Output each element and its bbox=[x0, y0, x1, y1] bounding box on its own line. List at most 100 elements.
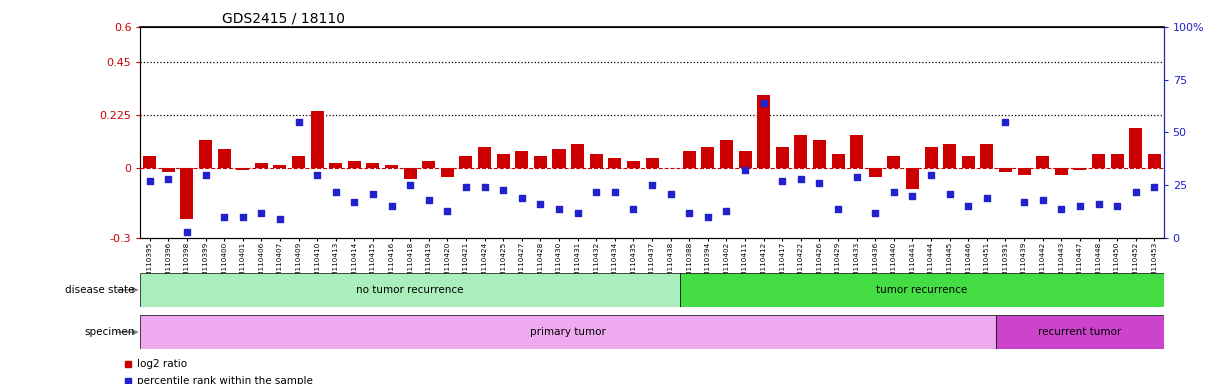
Point bbox=[215, 214, 234, 220]
Point bbox=[568, 210, 587, 216]
Point bbox=[717, 207, 736, 214]
Bar bbox=[1111, 154, 1123, 168]
Bar bbox=[1092, 154, 1105, 168]
Point bbox=[195, 172, 215, 178]
Point bbox=[475, 184, 495, 190]
Point bbox=[735, 167, 755, 174]
Bar bbox=[1055, 168, 1068, 175]
Bar bbox=[646, 158, 658, 168]
Bar bbox=[795, 135, 807, 168]
Bar bbox=[404, 168, 416, 179]
Bar bbox=[143, 156, 156, 168]
Bar bbox=[775, 147, 789, 168]
Bar bbox=[590, 154, 603, 168]
Bar bbox=[980, 144, 994, 168]
Bar bbox=[888, 156, 900, 168]
Bar bbox=[162, 168, 175, 172]
Point bbox=[679, 210, 698, 216]
Bar bbox=[497, 154, 509, 168]
Point bbox=[940, 190, 960, 197]
Point bbox=[1144, 184, 1164, 190]
Point bbox=[642, 182, 662, 188]
Point bbox=[531, 201, 551, 207]
Point bbox=[549, 205, 569, 212]
Bar bbox=[236, 168, 249, 170]
Point bbox=[1089, 201, 1109, 207]
Bar bbox=[274, 166, 287, 168]
Point bbox=[177, 228, 197, 235]
Bar bbox=[739, 151, 752, 168]
Bar bbox=[310, 111, 324, 168]
Point bbox=[791, 176, 811, 182]
Point bbox=[866, 210, 885, 216]
Bar bbox=[757, 95, 770, 168]
Bar bbox=[996, 315, 1164, 349]
Point bbox=[995, 119, 1015, 125]
Bar bbox=[1073, 168, 1087, 170]
Bar bbox=[1129, 128, 1142, 168]
Bar bbox=[459, 156, 473, 168]
Point bbox=[1126, 189, 1145, 195]
Point bbox=[1051, 205, 1071, 212]
Point bbox=[902, 193, 922, 199]
Bar bbox=[255, 163, 267, 168]
Bar bbox=[515, 151, 529, 168]
Text: GDS2415 / 18110: GDS2415 / 18110 bbox=[222, 12, 346, 26]
Bar bbox=[943, 144, 956, 168]
Point bbox=[624, 205, 643, 212]
Text: recurrent tumor: recurrent tumor bbox=[1038, 327, 1122, 337]
Bar bbox=[999, 168, 1012, 172]
Point bbox=[753, 100, 773, 106]
Bar bbox=[869, 168, 882, 177]
Point bbox=[773, 178, 792, 184]
Point bbox=[493, 187, 513, 193]
Bar bbox=[441, 168, 454, 177]
Point bbox=[437, 207, 457, 214]
Point bbox=[1015, 199, 1034, 205]
Bar bbox=[534, 156, 547, 168]
Point bbox=[512, 195, 531, 201]
Point bbox=[828, 205, 847, 212]
Point bbox=[698, 214, 718, 220]
Point bbox=[606, 189, 625, 195]
Point bbox=[958, 204, 978, 210]
Point bbox=[159, 176, 178, 182]
Point bbox=[308, 172, 327, 178]
Text: disease state: disease state bbox=[65, 285, 134, 295]
Point bbox=[289, 119, 309, 125]
Point bbox=[233, 214, 253, 220]
Point bbox=[1070, 204, 1089, 210]
Bar bbox=[181, 168, 193, 219]
Text: percentile rank within the sample: percentile rank within the sample bbox=[138, 376, 314, 384]
Bar bbox=[720, 139, 733, 168]
Bar bbox=[217, 149, 231, 168]
Bar bbox=[924, 147, 938, 168]
Point bbox=[252, 210, 271, 216]
Point bbox=[400, 182, 420, 188]
Bar bbox=[813, 139, 825, 168]
Bar bbox=[552, 149, 565, 168]
Bar bbox=[366, 163, 380, 168]
Bar bbox=[422, 161, 435, 168]
Point bbox=[1033, 197, 1053, 203]
Bar bbox=[626, 161, 640, 168]
Point bbox=[344, 199, 364, 205]
Text: primary tumor: primary tumor bbox=[530, 327, 607, 337]
Point bbox=[140, 178, 160, 184]
Point bbox=[419, 197, 438, 203]
Bar bbox=[348, 161, 361, 168]
Bar bbox=[832, 154, 845, 168]
Bar bbox=[962, 156, 974, 168]
Bar bbox=[906, 168, 919, 189]
Bar bbox=[140, 315, 996, 349]
Point bbox=[884, 189, 904, 195]
Bar bbox=[385, 166, 398, 168]
Point bbox=[977, 195, 996, 201]
Point bbox=[363, 190, 382, 197]
Bar bbox=[571, 144, 584, 168]
Bar bbox=[1037, 156, 1049, 168]
Bar bbox=[701, 147, 714, 168]
Point bbox=[847, 174, 867, 180]
Point bbox=[270, 216, 289, 222]
Bar bbox=[683, 151, 696, 168]
